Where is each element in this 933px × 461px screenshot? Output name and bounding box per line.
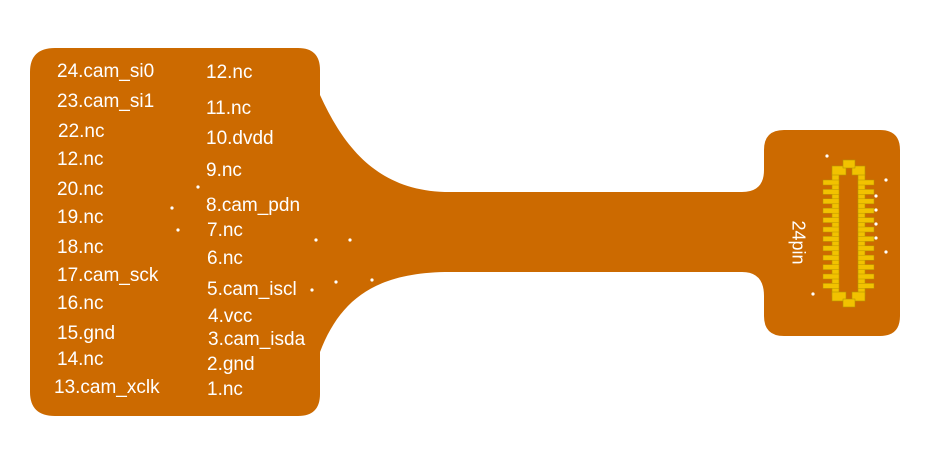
- via-dot: [874, 208, 878, 212]
- right-pin-label: 12.nc: [206, 62, 253, 83]
- flex-cable-outline: [30, 48, 900, 416]
- right-pin-label: 3.cam_isda: [208, 329, 306, 350]
- right-pin-label: 4.vcc: [208, 306, 253, 327]
- via-dot: [310, 288, 314, 292]
- connector-pin: [857, 179, 875, 186]
- right-pin-label: 7.nc: [207, 220, 243, 241]
- left-pin-label: 13.cam_xclk: [54, 377, 160, 398]
- via-dot: [170, 206, 174, 210]
- left-pin-label: 16.nc: [57, 293, 104, 314]
- connector-pin: [857, 226, 875, 233]
- connector-pin: [822, 264, 840, 270]
- connector-pin: [822, 189, 840, 195]
- right-pin-label: 6.nc: [207, 248, 243, 269]
- right-pin-label: 5.cam_iscl: [207, 279, 297, 300]
- right-pin-label: 10.dvdd: [206, 128, 274, 149]
- right-pin-label: 8.cam_pdn: [206, 195, 301, 216]
- left-pin-label: 24.cam_si0: [57, 61, 155, 82]
- right-pin-label: 1.nc: [207, 379, 243, 400]
- connector-pin: [822, 217, 840, 223]
- connector-mount-pad-bottom: [842, 298, 856, 308]
- connector-pin: [822, 226, 840, 233]
- via-dot: [334, 280, 338, 284]
- via-dot: [811, 292, 815, 296]
- connector-pin: [822, 254, 840, 261]
- connector-pin: [822, 245, 840, 252]
- via-dot: [314, 238, 318, 242]
- connector-frame-bottom-left: [831, 291, 847, 302]
- via-dot: [825, 154, 829, 158]
- via-dot: [884, 250, 888, 254]
- left-pin-label: 20.nc: [57, 179, 104, 200]
- connector-pin: [857, 217, 875, 223]
- left-pin-label: 23.cam_si1: [57, 91, 155, 112]
- connector-pin: [857, 254, 875, 261]
- right-pin-label: 9.nc: [206, 160, 242, 181]
- via-dot: [884, 178, 888, 182]
- via-dot: [874, 194, 878, 198]
- connector-mount-pad-top: [842, 159, 856, 169]
- left-pin-label: 15.gnd: [57, 323, 116, 344]
- connector-pin: [857, 264, 875, 270]
- connector-pin-count-label: 24pin: [788, 220, 809, 265]
- connector-pin: [857, 283, 875, 289]
- connector-pin: [857, 189, 875, 195]
- left-pin-label: 14.nc: [57, 349, 104, 370]
- connector-frame-top-left: [831, 165, 847, 176]
- connector-pin: [822, 273, 840, 280]
- connector-pin: [822, 236, 840, 242]
- via-dot: [196, 185, 200, 189]
- left-pin-label: 17.cam_sck: [57, 265, 159, 286]
- via-dot: [348, 238, 352, 242]
- connector-frame-top-right: [851, 165, 866, 176]
- connector-frame-bottom-right: [851, 291, 866, 302]
- connector-pin: [822, 283, 840, 289]
- fpc-connector: [822, 159, 875, 308]
- connector-pin: [857, 236, 875, 242]
- connector-pin: [857, 245, 875, 252]
- connector-pin: [857, 198, 875, 205]
- via-dot: [874, 222, 878, 226]
- connector-pin: [857, 273, 875, 280]
- right-pin-label: 2.gnd: [207, 354, 255, 375]
- connector-pin: [822, 207, 840, 214]
- via-dots: [170, 154, 888, 296]
- via-dot: [370, 278, 374, 282]
- left-pin-label: 18.nc: [57, 237, 104, 258]
- connector-pin: [822, 198, 840, 205]
- connector-pin: [822, 179, 840, 186]
- via-dot: [874, 236, 878, 240]
- left-pin-label: 22.nc: [58, 121, 105, 142]
- left-pin-label: 19.nc: [57, 207, 104, 228]
- right-pin-label: 11.nc: [206, 98, 252, 119]
- connector-pin: [857, 207, 875, 214]
- via-dot: [176, 228, 180, 232]
- left-pin-label: 12.nc: [57, 149, 104, 170]
